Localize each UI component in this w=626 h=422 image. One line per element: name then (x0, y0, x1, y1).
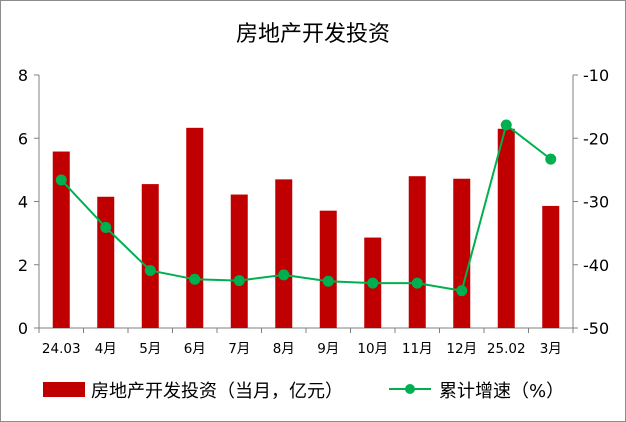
legend: 房地产开发投资（当月，亿元） 累计增速（%） (43, 381, 564, 402)
bar-3月 (542, 205, 560, 328)
category-label: 7月 (228, 341, 250, 357)
right-axis-ticks: -10 -20 -30 -40 -50 (573, 66, 609, 338)
legend-line-marker (405, 384, 415, 394)
left-tick-label: 2 (18, 256, 28, 275)
bar-9月 (319, 210, 337, 328)
category-label: 9月 (317, 341, 339, 357)
category-label: 11月 (402, 341, 433, 357)
bar-12月 (453, 178, 471, 328)
bar-7月 (230, 194, 248, 328)
category-label: 25.02 (487, 341, 526, 357)
bar-4月 (97, 196, 115, 328)
growth-point-24.03 (55, 174, 67, 186)
growth-point-5月 (144, 264, 156, 276)
right-tick-label: -40 (583, 256, 609, 275)
bar-24.03 (52, 151, 70, 328)
growth-point-25.02 (500, 119, 512, 131)
growth-point-7月 (233, 275, 245, 287)
chart-title: 房地产开发投资 (236, 22, 390, 47)
bar-25.02 (497, 128, 515, 328)
plot-area (38, 75, 574, 329)
legend-bar-swatch (43, 382, 85, 397)
left-tick-label: 6 (18, 129, 28, 148)
growth-point-11月 (411, 277, 423, 289)
left-tick-label: 8 (18, 66, 28, 85)
growth-point-3月 (545, 153, 557, 165)
category-label: 6月 (184, 341, 206, 357)
legend-bar-label: 房地产开发投资（当月，亿元） (91, 381, 343, 402)
bar-series (52, 127, 560, 328)
growth-line (60, 123, 552, 292)
category-label: 5月 (139, 341, 161, 357)
line-series (55, 119, 557, 297)
growth-point-6月 (189, 273, 201, 285)
right-tick-label: -20 (583, 129, 609, 148)
right-tick-label: -10 (583, 66, 609, 85)
left-axis-ticks: 0 2 4 6 8 (18, 66, 39, 338)
growth-point-4月 (100, 221, 112, 233)
category-label: 4月 (95, 341, 117, 357)
left-tick-label: 4 (18, 193, 28, 212)
right-tick-label: -50 (583, 319, 609, 338)
bar-8月 (275, 179, 293, 328)
growth-point-10月 (367, 277, 379, 289)
bar-5月 (141, 184, 159, 328)
left-tick-label: 0 (18, 319, 28, 338)
category-label: 3月 (540, 341, 562, 357)
bar-6月 (186, 127, 204, 328)
legend-line-label: 累计增速（%） (439, 381, 564, 402)
bar-11月 (408, 176, 426, 328)
category-label: 10月 (357, 341, 388, 357)
category-label: 8月 (273, 341, 295, 357)
category-label: 12月 (446, 341, 477, 357)
growth-point-9月 (322, 275, 334, 287)
category-labels: 24.03 4月 5月 6月 7月 8月 9月 10月 11月 12月 25.02 3月 (38, 328, 574, 357)
growth-point-8月 (278, 269, 290, 281)
category-label: 24.03 (42, 341, 81, 357)
growth-point-12月 (456, 285, 468, 297)
right-tick-label: -30 (583, 193, 609, 212)
